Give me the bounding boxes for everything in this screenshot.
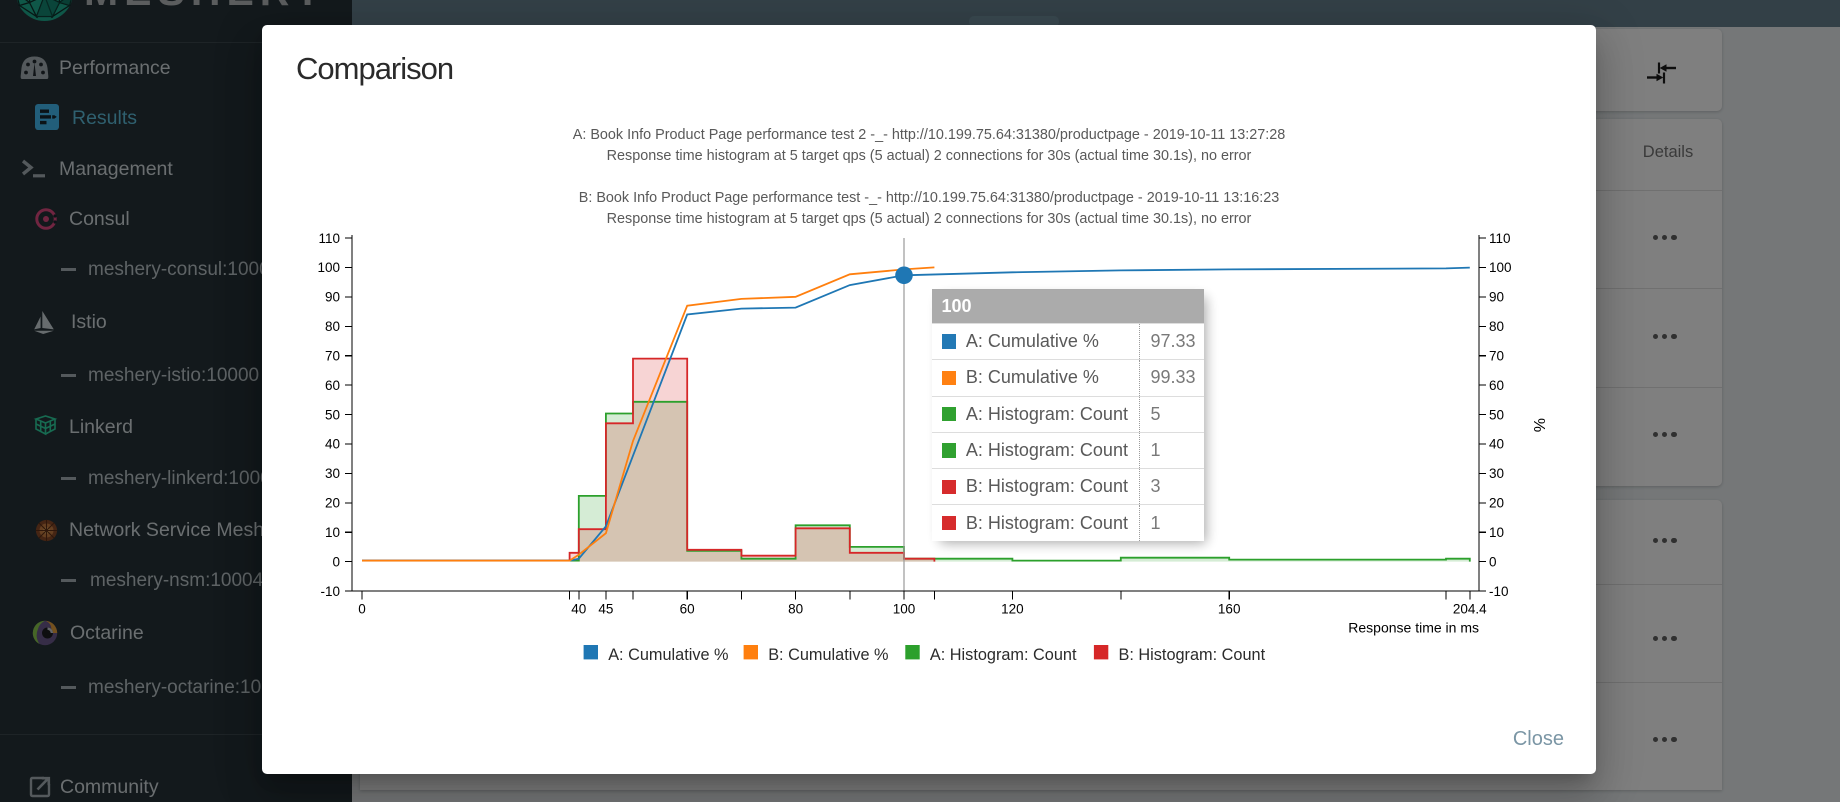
svg-text:80: 80 [325, 319, 340, 334]
svg-text:B: Cumulative %: B: Cumulative % [768, 646, 888, 664]
svg-text:50: 50 [1489, 407, 1504, 422]
svg-text:20: 20 [325, 496, 340, 511]
svg-text:80: 80 [1489, 319, 1504, 334]
svg-text:A: Histogram: Count: A: Histogram: Count [930, 646, 1077, 664]
svg-text:110: 110 [1489, 231, 1511, 246]
svg-text:0: 0 [1489, 554, 1497, 569]
svg-text:-10: -10 [1489, 584, 1509, 599]
svg-text:100: 100 [1489, 260, 1512, 275]
svg-text:10: 10 [325, 525, 340, 540]
svg-text:100: 100 [317, 260, 340, 275]
svg-text:100: 100 [893, 602, 916, 617]
svg-text:60: 60 [680, 602, 695, 617]
svg-text:20: 20 [1489, 496, 1504, 511]
svg-text:70: 70 [1489, 349, 1504, 364]
svg-text:110: 110 [318, 231, 340, 246]
svg-text:60: 60 [325, 378, 340, 393]
svg-text:70: 70 [325, 349, 340, 364]
svg-text:120: 120 [1001, 602, 1024, 617]
svg-text:30: 30 [1489, 466, 1504, 481]
svg-text:-10: -10 [320, 584, 340, 599]
svg-text:60: 60 [1489, 378, 1504, 393]
svg-text:10: 10 [1489, 525, 1504, 540]
svg-text:90: 90 [1489, 290, 1504, 305]
svg-text:0: 0 [358, 602, 366, 617]
svg-text:160: 160 [1218, 602, 1241, 617]
svg-text:40: 40 [325, 437, 340, 452]
svg-text:80: 80 [788, 602, 803, 617]
svg-text:45: 45 [598, 602, 613, 617]
svg-text:204.4: 204.4 [1453, 602, 1487, 617]
svg-text:50: 50 [325, 407, 340, 422]
svg-text:B: Histogram: Count: B: Histogram: Count [1119, 646, 1266, 664]
svg-text:30: 30 [325, 466, 340, 481]
svg-text:40: 40 [571, 602, 586, 617]
svg-text:Response time in ms: Response time in ms [1348, 620, 1479, 636]
svg-text:0: 0 [332, 554, 340, 569]
svg-text:90: 90 [325, 290, 340, 305]
svg-text:A: Cumulative %: A: Cumulative % [608, 646, 728, 664]
svg-text:%: % [1530, 418, 1547, 432]
svg-text:40: 40 [1489, 437, 1504, 452]
